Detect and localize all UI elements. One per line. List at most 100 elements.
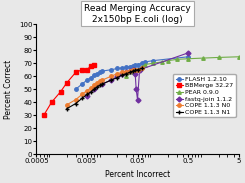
COPE 1.1.3 N0 (140, 67, 143, 70)
PEAR 0.9.0 (237, 56, 240, 58)
BBMerge 32.27 (42, 114, 45, 116)
COPE 1.1.3 N0 (125, 71, 128, 73)
X-axis label: Percent Incorrect: Percent Incorrect (105, 170, 170, 179)
Line: FLASH 1.2.10: FLASH 1.2.10 (74, 55, 190, 91)
fastq-join 1.1.2 (86, 95, 88, 97)
BBMerge 32.27 (50, 101, 53, 103)
FLASH 1.2.10 (143, 61, 146, 63)
fastq-join 1.1.2 (101, 83, 104, 85)
fastq-join 1.1.2 (128, 70, 131, 72)
PEAR 0.9.0 (202, 57, 205, 59)
BBMerge 32.27 (65, 82, 68, 84)
FLASH 1.2.10 (151, 60, 154, 62)
FLASH 1.2.10 (86, 79, 88, 81)
COPE 1.1.3 N0 (131, 69, 134, 72)
BBMerge 32.27 (93, 64, 96, 66)
PEAR 0.9.0 (125, 75, 128, 77)
FLASH 1.2.10 (121, 67, 124, 69)
COPE 1.1.3 N0 (98, 80, 101, 83)
Y-axis label: Percent Correct: Percent Correct (4, 60, 13, 119)
Title: Read Merging Accuracy
2x150bp E.coli (log): Read Merging Accuracy 2x150bp E.coli (lo… (84, 4, 191, 24)
FLASH 1.2.10 (125, 66, 128, 68)
BBMerge 32.27 (89, 65, 92, 67)
FLASH 1.2.10 (74, 88, 77, 90)
COPE 1.1.3 N0 (86, 89, 88, 92)
COPE 1.1.3 N1 (136, 69, 139, 71)
COPE 1.1.3 N1 (74, 102, 77, 105)
fastq-join 1.1.2 (133, 69, 136, 71)
FLASH 1.2.10 (116, 67, 119, 70)
FLASH 1.2.10 (93, 74, 96, 76)
COPE 1.1.3 N0 (96, 82, 99, 84)
COPE 1.1.3 N0 (65, 104, 68, 106)
fastq-join 1.1.2 (121, 72, 124, 75)
FLASH 1.2.10 (131, 65, 134, 67)
PEAR 0.9.0 (175, 58, 178, 60)
COPE 1.1.3 N1 (89, 91, 92, 93)
COPE 1.1.3 N1 (110, 79, 112, 81)
PEAR 0.9.0 (143, 64, 146, 66)
COPE 1.1.3 N1 (140, 67, 143, 70)
COPE 1.1.3 N0 (128, 70, 131, 72)
FLASH 1.2.10 (101, 70, 104, 72)
COPE 1.1.3 N1 (121, 74, 124, 76)
COPE 1.1.3 N0 (136, 69, 139, 71)
PEAR 0.9.0 (187, 58, 190, 60)
FLASH 1.2.10 (128, 65, 131, 68)
fastq-join 1.1.2 (136, 98, 139, 101)
FLASH 1.2.10 (187, 56, 190, 58)
COPE 1.1.3 N1 (101, 83, 104, 85)
COPE 1.1.3 N0 (101, 79, 104, 81)
fastq-join 1.1.2 (116, 75, 119, 77)
COPE 1.1.3 N0 (81, 93, 84, 96)
COPE 1.1.3 N1 (65, 108, 68, 110)
Line: BBMerge 32.27: BBMerge 32.27 (42, 63, 96, 117)
PEAR 0.9.0 (160, 61, 163, 63)
COPE 1.1.3 N0 (74, 98, 77, 101)
Line: fastq-join 1.1.2: fastq-join 1.1.2 (85, 51, 190, 101)
FLASH 1.2.10 (136, 64, 139, 66)
BBMerge 32.27 (81, 69, 84, 71)
COPE 1.1.3 N0 (89, 87, 92, 89)
COPE 1.1.3 N0 (134, 69, 137, 71)
FLASH 1.2.10 (134, 64, 137, 66)
FLASH 1.2.10 (96, 72, 99, 75)
fastq-join 1.1.2 (134, 72, 137, 75)
Line: PEAR 0.9.0: PEAR 0.9.0 (124, 55, 240, 78)
FLASH 1.2.10 (140, 62, 143, 64)
FLASH 1.2.10 (110, 69, 112, 71)
PEAR 0.9.0 (131, 71, 134, 73)
Line: COPE 1.1.3 N0: COPE 1.1.3 N0 (65, 67, 143, 107)
fastq-join 1.1.2 (135, 88, 138, 90)
PEAR 0.9.0 (136, 69, 139, 71)
Legend: FLASH 1.2.10, BBMerge 32.27, PEAR 0.9.0, fastq-join 1.1.2, COPE 1.1.3 N0, COPE 1: FLASH 1.2.10, BBMerge 32.27, PEAR 0.9.0,… (173, 74, 235, 117)
COPE 1.1.3 N1 (134, 69, 137, 72)
fastq-join 1.1.2 (110, 79, 112, 81)
COPE 1.1.3 N0 (110, 75, 112, 77)
COPE 1.1.3 N1 (86, 93, 88, 96)
COPE 1.1.3 N1 (96, 85, 99, 88)
FLASH 1.2.10 (89, 76, 92, 79)
FLASH 1.2.10 (98, 71, 101, 73)
COPE 1.1.3 N1 (93, 88, 96, 90)
COPE 1.1.3 N0 (121, 71, 124, 73)
fastq-join 1.1.2 (125, 71, 128, 73)
fastq-join 1.1.2 (187, 52, 190, 54)
BBMerge 32.27 (59, 91, 62, 93)
fastq-join 1.1.2 (131, 69, 134, 71)
PEAR 0.9.0 (151, 62, 154, 64)
COPE 1.1.3 N1 (125, 72, 128, 75)
PEAR 0.9.0 (167, 60, 170, 62)
COPE 1.1.3 N1 (128, 71, 131, 73)
PEAR 0.9.0 (140, 66, 143, 68)
fastq-join 1.1.2 (93, 88, 96, 90)
PEAR 0.9.0 (217, 56, 220, 59)
BBMerge 32.27 (86, 69, 88, 71)
COPE 1.1.3 N1 (116, 76, 119, 79)
fastq-join 1.1.2 (138, 69, 141, 71)
FLASH 1.2.10 (81, 83, 84, 85)
COPE 1.1.3 N1 (131, 70, 134, 72)
COPE 1.1.3 N0 (116, 72, 119, 75)
COPE 1.1.3 N0 (93, 84, 96, 86)
COPE 1.1.3 N1 (81, 97, 84, 99)
